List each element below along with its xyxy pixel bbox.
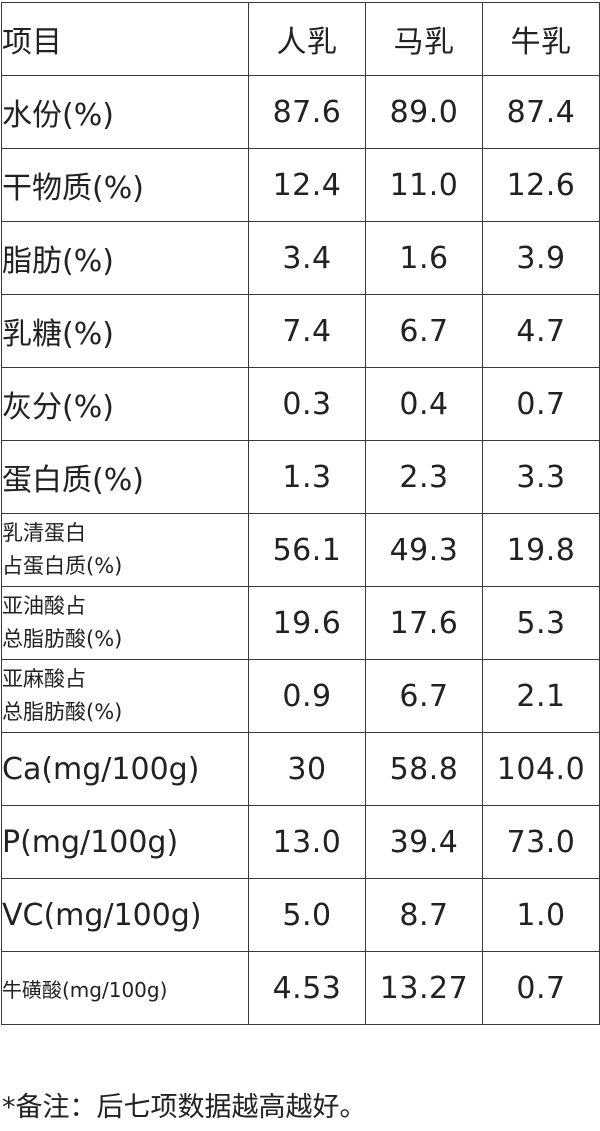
horse-milk-value: 11.0 bbox=[365, 148, 483, 222]
row-label: Ca(mg/100g) bbox=[1, 732, 249, 806]
horse-milk-value: 39.4 bbox=[365, 805, 483, 879]
cow-milk-value: 0.7 bbox=[482, 951, 600, 1025]
cow-milk-value: 87.4 bbox=[482, 75, 600, 149]
table-row: 乳糖(%) 7.4 6.7 4.7 bbox=[1, 294, 600, 368]
row-label-line1: 亚麻酸占 bbox=[2, 667, 86, 691]
milk-comparison-table: 项目 人乳 马乳 牛乳 水份(%) 87.6 89.0 87.4 干物质(%) … bbox=[1, 2, 600, 1025]
row-label-line1: 乳清蛋白 bbox=[2, 521, 86, 545]
human-milk-value: 87.6 bbox=[248, 75, 366, 149]
horse-milk-value: 89.0 bbox=[365, 75, 483, 149]
row-label: 水份(%) bbox=[1, 75, 249, 149]
row-label: 亚麻酸占 总脂肪酸(%) bbox=[1, 659, 249, 733]
horse-milk-value: 17.6 bbox=[365, 586, 483, 660]
row-label: 牛磺酸(mg/100g) bbox=[1, 951, 249, 1025]
cow-milk-value: 19.8 bbox=[482, 513, 600, 587]
cow-milk-value: 1.0 bbox=[482, 878, 600, 952]
cow-milk-value: 12.6 bbox=[482, 148, 600, 222]
row-label: 干物质(%) bbox=[1, 148, 249, 222]
table-row: P(mg/100g) 13.0 39.4 73.0 bbox=[1, 805, 600, 879]
row-label: P(mg/100g) bbox=[1, 805, 249, 879]
header-cow-milk: 牛乳 bbox=[482, 2, 600, 76]
row-label: 脂肪(%) bbox=[1, 221, 249, 295]
table-row: 亚麻酸占 总脂肪酸(%) 0.9 6.7 2.1 bbox=[1, 659, 600, 733]
row-label-line2: 总脂肪酸(%) bbox=[2, 700, 123, 724]
horse-milk-value: 1.6 bbox=[365, 221, 483, 295]
horse-milk-value: 8.7 bbox=[365, 878, 483, 952]
table-row: 牛磺酸(mg/100g) 4.53 13.27 0.7 bbox=[1, 951, 600, 1025]
human-milk-value: 13.0 bbox=[248, 805, 366, 879]
table-row: 水份(%) 87.6 89.0 87.4 bbox=[1, 75, 600, 149]
row-label: 灰分(%) bbox=[1, 367, 249, 441]
human-milk-value: 19.6 bbox=[248, 586, 366, 660]
horse-milk-value: 6.7 bbox=[365, 294, 483, 368]
horse-milk-value: 2.3 bbox=[365, 440, 483, 514]
row-label-line2: 总脂肪酸(%) bbox=[2, 627, 123, 651]
horse-milk-value: 49.3 bbox=[365, 513, 483, 587]
header-human-milk: 人乳 bbox=[248, 2, 366, 76]
horse-milk-value: 58.8 bbox=[365, 732, 483, 806]
cow-milk-value: 73.0 bbox=[482, 805, 600, 879]
human-milk-value: 1.3 bbox=[248, 440, 366, 514]
header-row: 项目 人乳 马乳 牛乳 bbox=[1, 2, 600, 76]
human-milk-value: 0.3 bbox=[248, 367, 366, 441]
human-milk-value: 4.53 bbox=[248, 951, 366, 1025]
cow-milk-value: 3.9 bbox=[482, 221, 600, 295]
header-item: 项目 bbox=[1, 2, 249, 76]
row-label: 乳糖(%) bbox=[1, 294, 249, 368]
cow-milk-value: 4.7 bbox=[482, 294, 600, 368]
cow-milk-value: 3.3 bbox=[482, 440, 600, 514]
row-label: VC(mg/100g) bbox=[1, 878, 249, 952]
table-row: 蛋白质(%) 1.3 2.3 3.3 bbox=[1, 440, 600, 514]
table-row: 干物质(%) 12.4 11.0 12.6 bbox=[1, 148, 600, 222]
row-label-line1: 亚油酸占 bbox=[2, 594, 86, 618]
row-label-line2: 占蛋白质(%) bbox=[2, 554, 123, 578]
table-row: 脂肪(%) 3.4 1.6 3.9 bbox=[1, 221, 600, 295]
human-milk-value: 5.0 bbox=[248, 878, 366, 952]
row-label: 蛋白质(%) bbox=[1, 440, 249, 514]
horse-milk-value: 6.7 bbox=[365, 659, 483, 733]
cow-milk-value: 5.3 bbox=[482, 586, 600, 660]
horse-milk-value: 13.27 bbox=[365, 951, 483, 1025]
human-milk-value: 56.1 bbox=[248, 513, 366, 587]
row-label: 乳清蛋白 占蛋白质(%) bbox=[1, 513, 249, 587]
header-horse-milk: 马乳 bbox=[365, 2, 483, 76]
row-label: 亚油酸占 总脂肪酸(%) bbox=[1, 586, 249, 660]
human-milk-value: 0.9 bbox=[248, 659, 366, 733]
cow-milk-value: 104.0 bbox=[482, 732, 600, 806]
cow-milk-value: 2.1 bbox=[482, 659, 600, 733]
table-row: 乳清蛋白 占蛋白质(%) 56.1 49.3 19.8 bbox=[1, 513, 600, 587]
table-row: VC(mg/100g) 5.0 8.7 1.0 bbox=[1, 878, 600, 952]
footnote: *备注：后七项数据越高越好。 bbox=[2, 1092, 367, 1123]
table-row: 灰分(%) 0.3 0.4 0.7 bbox=[1, 367, 600, 441]
human-milk-value: 12.4 bbox=[248, 148, 366, 222]
table-row: 亚油酸占 总脂肪酸(%) 19.6 17.6 5.3 bbox=[1, 586, 600, 660]
table-row: Ca(mg/100g) 30 58.8 104.0 bbox=[1, 732, 600, 806]
cow-milk-value: 0.7 bbox=[482, 367, 600, 441]
human-milk-value: 3.4 bbox=[248, 221, 366, 295]
human-milk-value: 7.4 bbox=[248, 294, 366, 368]
human-milk-value: 30 bbox=[248, 732, 366, 806]
horse-milk-value: 0.4 bbox=[365, 367, 483, 441]
